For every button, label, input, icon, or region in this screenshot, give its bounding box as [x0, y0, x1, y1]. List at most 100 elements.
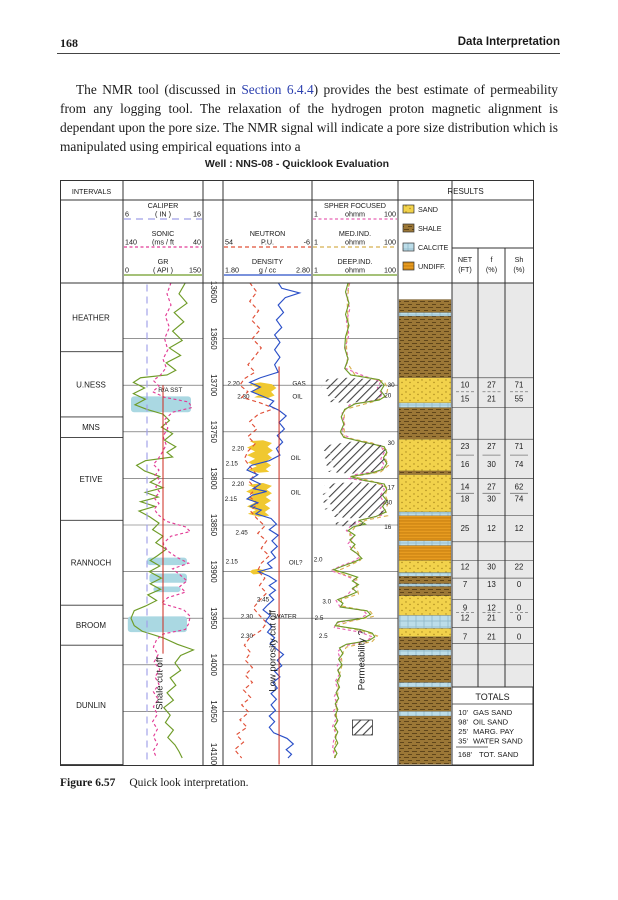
result-value: 25	[461, 524, 470, 533]
result-value: 0	[517, 632, 522, 641]
track-annotation: OIL	[291, 455, 302, 462]
result-value: 21	[487, 614, 496, 623]
interval-label: BROOM	[76, 621, 107, 630]
track-annotation: 2.45	[257, 597, 270, 604]
interval-label: RANNOCH	[71, 559, 112, 568]
result-value: 0	[517, 603, 522, 612]
lith-band-shale	[398, 636, 452, 651]
result-value: 12	[487, 603, 496, 612]
scale-unit: P.U.	[261, 238, 274, 247]
depth-label: 14000	[209, 654, 218, 677]
lithology-legend: SAND SHALE CALCITE UNDIFF.	[402, 204, 449, 271]
result-value: 55	[515, 395, 524, 404]
track-annotation: 2.20	[232, 481, 245, 488]
track-annotation: 2.5	[315, 615, 324, 622]
scale-name: MED.IND.	[339, 229, 371, 238]
deep-curve	[331, 283, 388, 759]
scale-unit: g / cc	[259, 266, 277, 275]
result-value: 30	[487, 494, 496, 503]
track-annotation: 2.5	[319, 633, 328, 640]
result-value: 9	[463, 603, 467, 612]
lith-band-sand	[398, 595, 452, 616]
scale-left: 1	[314, 266, 318, 275]
scale-left: 140	[125, 238, 137, 247]
result-value: 7	[463, 580, 467, 589]
med-curve	[333, 283, 390, 759]
result-value: 23	[461, 442, 470, 451]
track-annotation: WATER	[275, 613, 297, 620]
totals-total-amount: 168'	[458, 750, 473, 759]
lith-band-shale	[398, 576, 452, 584]
totals-amount: 25'	[458, 727, 468, 736]
track-annotation: 2.30	[241, 633, 254, 640]
paragraph-post: ) provides the best estimate of permeabi…	[60, 82, 558, 154]
totals-amount: 35'	[458, 737, 468, 746]
figure-title: Well : NNS-08 - Quicklook Evaluation	[204, 158, 390, 170]
depth-label: 14050	[209, 700, 218, 723]
totals-label: WATER SAND	[473, 737, 523, 746]
scale-unit: ohmm	[345, 210, 365, 219]
lith-band-shale	[398, 655, 452, 683]
result-value: 22	[515, 562, 524, 571]
track-annotation: 2.15	[225, 496, 238, 503]
track-annotation: 3.0	[322, 598, 331, 605]
track-annotation: OIL	[292, 393, 303, 400]
well-log-svg: 1360013650137001375013800138501390013950…	[60, 180, 534, 766]
results-col-units: (%)	[513, 265, 524, 274]
scale-unit: ( API )	[153, 266, 173, 275]
results-columns-bg	[452, 283, 533, 687]
result-value: 12	[461, 614, 470, 623]
result-value: 10	[461, 381, 470, 390]
depth-label: 13950	[209, 607, 218, 630]
legend-label: SHALE	[418, 224, 442, 233]
track-annotation: 2.30	[241, 613, 254, 620]
density-curve	[245, 283, 302, 759]
track-annotation: R/A SST	[158, 387, 182, 394]
result-value: 12	[461, 562, 470, 571]
result-value: 18	[461, 494, 470, 503]
chart-borders	[60, 180, 534, 766]
depth-label: 13700	[209, 374, 218, 397]
result-value: 62	[515, 482, 524, 491]
track-annotation: OIL	[291, 489, 302, 496]
result-value: 30	[487, 460, 496, 469]
vertical-label: Permeability ?	[356, 630, 367, 690]
track-annotation: 30	[385, 500, 393, 507]
totals-amount: 98'	[458, 718, 468, 727]
scale-name: SPHER FOCUSED	[324, 201, 386, 210]
interval-label: U.NESS	[76, 380, 106, 389]
neutron-curve	[233, 283, 277, 759]
lith-band-calcite	[398, 711, 452, 717]
result-value: 0	[517, 580, 522, 589]
scale-right: 100	[384, 266, 396, 275]
undiff-legend-icon	[402, 261, 415, 271]
results-col-units: (FT)	[458, 265, 472, 274]
lith-band-calcite	[398, 649, 452, 656]
result-value: 27	[487, 381, 496, 390]
page-number: 168	[60, 36, 78, 50]
lith-band-undiff	[398, 515, 452, 542]
vertical-label: Shale cut off	[154, 657, 165, 710]
results-col-header: Sh	[515, 255, 524, 264]
depth-label: 14100	[209, 743, 218, 766]
section-link[interactable]: Section 6.4.4	[241, 82, 314, 97]
result-value: 15	[461, 395, 470, 404]
lith-band-undiff	[398, 545, 452, 561]
legend-label: UNDIFF.	[418, 262, 446, 271]
track-annotation: 17	[388, 485, 396, 492]
body-paragraph: The NMR tool (discussed in Section 6.4.4…	[60, 80, 558, 156]
track-annotation: 30	[388, 440, 396, 447]
paragraph-pre: The NMR tool (discussed in	[76, 82, 242, 97]
scale-left: 1	[314, 210, 318, 219]
depth-label: 13800	[209, 467, 218, 490]
lith-band-calcite	[398, 572, 452, 577]
lith-band-shale	[398, 316, 452, 378]
results-col-header: f	[491, 255, 493, 264]
result-value: 71	[515, 442, 524, 451]
scale-right: -6	[304, 238, 310, 247]
scale-unit: (ms / ft	[152, 238, 174, 247]
result-value: 12	[515, 524, 524, 533]
lith-band-sand	[398, 474, 452, 513]
scale-left: 1.80	[225, 266, 239, 275]
results-col-header: NET	[458, 255, 473, 264]
